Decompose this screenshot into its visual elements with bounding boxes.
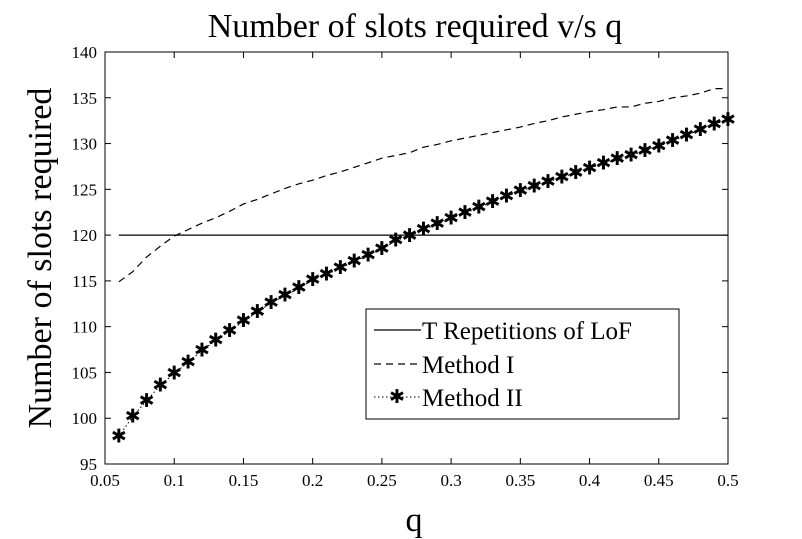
method-ii-point: ✱: [111, 426, 127, 448]
method-ii-point: ✱: [235, 310, 251, 332]
method-ii-point: ✱: [152, 374, 168, 396]
method-ii-point: ✱: [582, 157, 598, 179]
x-tick-label: 0.4: [579, 471, 601, 490]
y-tick-label: 120: [72, 226, 98, 245]
x-tick-label: 0.35: [505, 471, 535, 490]
method-ii-point: ✱: [415, 219, 431, 241]
legend-star-marker: ✱: [389, 386, 405, 408]
y-tick-label: 95: [80, 455, 97, 474]
method-ii-point: ✱: [360, 244, 376, 266]
method-ii-point: ✱: [402, 225, 418, 247]
method-ii-point: ✱: [291, 277, 307, 299]
method-ii-point: ✱: [595, 153, 611, 175]
method-ii-point: ✱: [194, 339, 210, 361]
method-ii-point: ✱: [499, 186, 515, 208]
method-ii-point: ✱: [388, 230, 404, 252]
y-tick-label: 100: [72, 409, 98, 428]
method-ii-point: ✱: [554, 166, 570, 188]
y-axis-label: Number of slots required: [22, 88, 59, 429]
method-ii-point: ✱: [125, 405, 141, 427]
method-ii-point: ✱: [651, 135, 667, 157]
chart-title: Number of slots required v/s q: [208, 8, 623, 45]
y-tick-label: 140: [72, 43, 98, 62]
method-ii-point: ✱: [263, 292, 279, 314]
method-ii-point: ✱: [623, 144, 639, 166]
method-ii-point: ✱: [665, 130, 681, 152]
method-ii-point: ✱: [346, 251, 362, 273]
legend-box: [365, 308, 680, 420]
method-ii-point: ✱: [429, 213, 445, 235]
method-ii-point: ✱: [249, 301, 265, 323]
y-tick-label: 105: [72, 363, 98, 382]
y-axis: 95 100 105 110 115 120 125 130 135 140: [72, 43, 728, 474]
x-tick-label: 0.25: [367, 471, 397, 490]
method-ii-point: ✱: [512, 180, 528, 202]
y-tick-label: 135: [72, 89, 98, 108]
method-ii-point: ✱: [706, 113, 722, 135]
y-tick-label: 110: [72, 318, 97, 337]
method-ii-point: ✱: [471, 197, 487, 219]
legend-label-method-1: Method I: [422, 352, 514, 379]
method-ii-point: ✱: [609, 148, 625, 170]
method-ii-point: ✱: [692, 119, 708, 141]
y-tick-label: 130: [72, 135, 98, 154]
x-tick-label: 0.05: [90, 471, 120, 490]
y-tick-label: 115: [72, 272, 97, 291]
method-ii-point: ✱: [208, 329, 224, 351]
method-ii-point: ✱: [319, 263, 335, 285]
method-ii-point: ✱: [540, 171, 556, 193]
method-ii-point: ✱: [457, 202, 473, 224]
method-ii-point: ✱: [374, 238, 390, 260]
x-axis-label: q: [406, 502, 423, 539]
y-tick-label: 125: [72, 180, 98, 199]
method-ii-point: ✱: [443, 208, 459, 230]
method-ii-point: ✱: [485, 191, 501, 213]
legend-label-method-2: Method II: [422, 385, 523, 412]
method-ii-point: ✱: [305, 269, 321, 291]
method-ii-point: ✱: [180, 351, 196, 373]
method-ii-point: ✱: [526, 176, 542, 198]
legend-label-lof: T Repetitions of LoF: [422, 318, 632, 345]
x-tick-label: 0.45: [644, 471, 674, 490]
method-ii-point: ✱: [139, 390, 155, 412]
method-ii-point: ✱: [568, 162, 584, 184]
method-ii-point: ✱: [222, 320, 238, 342]
x-tick-label: 0.3: [440, 471, 461, 490]
method-ii-point: ✱: [277, 285, 293, 307]
x-tick-label: 0.5: [717, 471, 738, 490]
method-ii-point: ✱: [166, 362, 182, 384]
method-ii-point: ✱: [637, 140, 653, 162]
x-tick-label: 0.15: [229, 471, 259, 490]
legend: T Repetitions of LoF Method I ✱ Method I…: [365, 308, 680, 420]
method-ii-point: ✱: [679, 124, 695, 146]
series-layer: ✱✱✱✱✱✱✱✱✱✱✱✱✱✱✱✱✱✱✱✱✱✱✱✱✱✱✱✱✱✱✱✱✱✱✱✱✱✱✱✱…: [111, 88, 736, 448]
method-ii-point: ✱: [720, 109, 736, 131]
method-ii-point: ✱: [332, 257, 348, 279]
x-tick-label: 0.1: [164, 471, 185, 490]
x-tick-label: 0.2: [302, 471, 323, 490]
x-axis: 0.05 0.1 0.15 0.2 0.25 0.3 0.35 0.4 0.45 0.5: [90, 52, 739, 490]
series-line-2: [118, 88, 728, 283]
